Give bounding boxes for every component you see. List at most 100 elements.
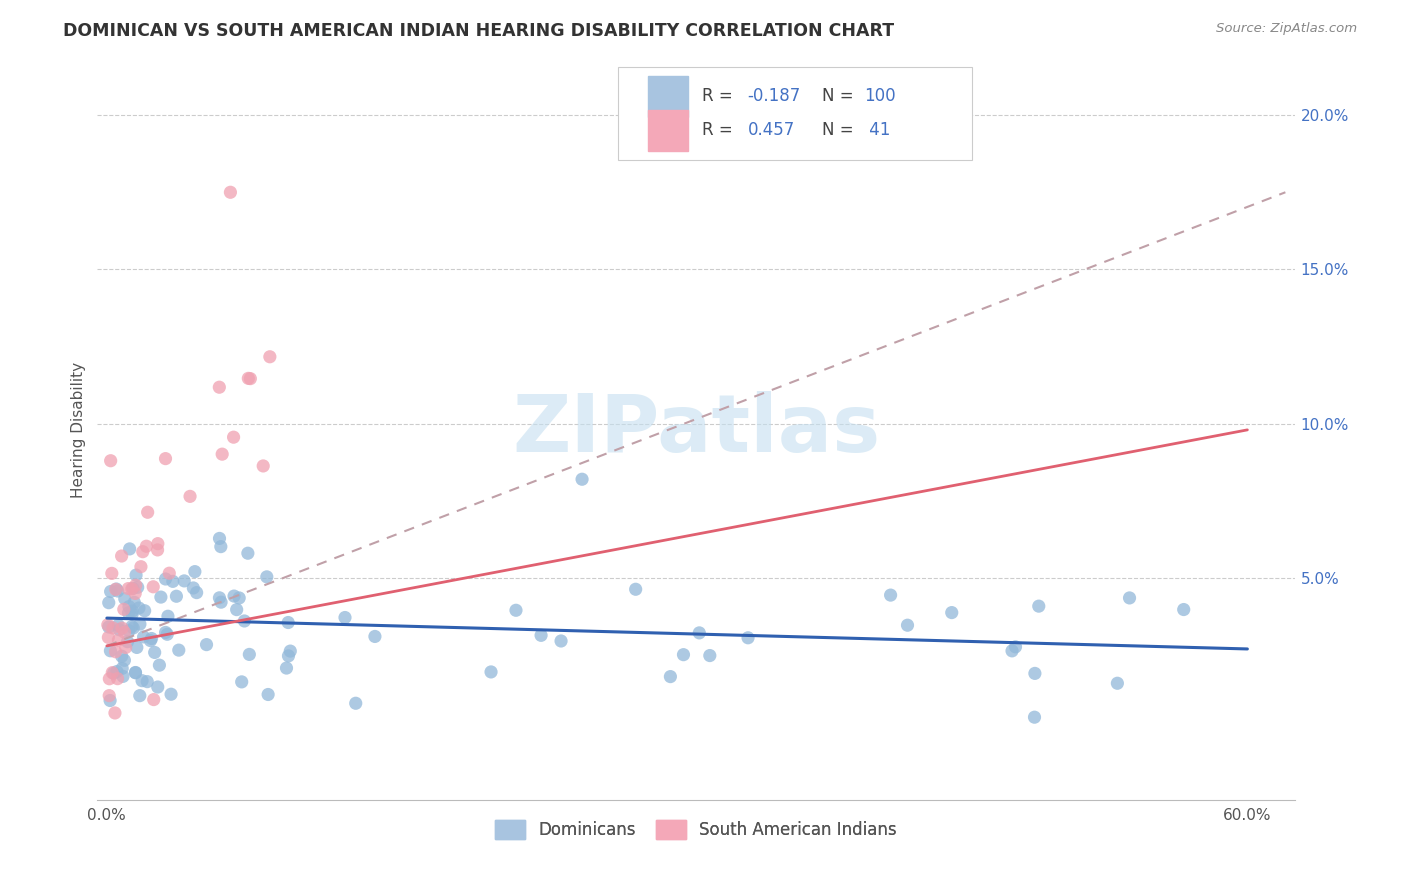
Point xyxy=(149,590,172,604)
Point xyxy=(1028,599,1050,614)
Point xyxy=(118,624,141,638)
Point xyxy=(276,661,298,675)
Point xyxy=(97,620,120,634)
Point xyxy=(155,451,177,466)
Point xyxy=(100,584,122,599)
Point xyxy=(1024,666,1046,681)
Point xyxy=(100,454,122,468)
Point xyxy=(146,680,169,694)
Text: -0.187: -0.187 xyxy=(748,87,801,105)
Point xyxy=(236,546,259,560)
Point xyxy=(941,606,963,620)
Point xyxy=(672,648,695,662)
Point xyxy=(479,665,502,679)
Point xyxy=(550,634,572,648)
Point xyxy=(278,644,301,658)
Point xyxy=(228,591,250,605)
Point xyxy=(104,582,127,597)
Point xyxy=(277,615,299,630)
Point xyxy=(160,687,183,701)
Point xyxy=(129,559,152,574)
Point xyxy=(179,489,201,503)
Point xyxy=(344,696,367,710)
Point xyxy=(124,595,146,609)
Point xyxy=(139,633,162,648)
Point xyxy=(132,544,155,558)
Point xyxy=(124,586,146,600)
Point xyxy=(239,371,262,385)
Point xyxy=(107,618,129,632)
Point xyxy=(127,580,149,594)
Point xyxy=(135,539,157,553)
Point xyxy=(156,609,179,624)
Point xyxy=(183,581,205,595)
Point xyxy=(97,596,120,610)
Point xyxy=(165,589,187,603)
Point xyxy=(624,582,647,597)
Point xyxy=(105,582,128,596)
Point xyxy=(146,542,169,557)
Point xyxy=(114,640,136,655)
Point xyxy=(1004,640,1026,654)
Point xyxy=(112,602,135,616)
Point xyxy=(256,570,278,584)
Point xyxy=(107,672,129,686)
Text: ZIPatlas: ZIPatlas xyxy=(512,391,880,469)
Y-axis label: Hearing Disability: Hearing Disability xyxy=(72,362,86,498)
Point xyxy=(184,565,207,579)
Point xyxy=(132,630,155,644)
Point xyxy=(111,649,134,664)
Point xyxy=(737,631,759,645)
Point xyxy=(238,371,260,385)
Point xyxy=(259,350,281,364)
Point xyxy=(101,566,124,581)
Point xyxy=(134,604,156,618)
Point xyxy=(128,689,150,703)
Point xyxy=(1107,676,1129,690)
Point xyxy=(277,648,299,663)
Point xyxy=(333,610,356,624)
Point xyxy=(111,661,134,675)
Point xyxy=(104,645,127,659)
Point xyxy=(219,186,242,200)
Point xyxy=(222,430,245,444)
Point xyxy=(148,658,170,673)
Point xyxy=(125,640,148,655)
Point xyxy=(98,672,121,686)
Point xyxy=(209,540,232,554)
Point xyxy=(136,674,159,689)
Point xyxy=(131,673,153,688)
Text: R =: R = xyxy=(702,87,738,105)
Point xyxy=(252,458,274,473)
Point xyxy=(122,582,145,596)
Point xyxy=(125,568,148,582)
Point xyxy=(208,380,231,394)
Point xyxy=(107,584,129,599)
Point xyxy=(108,623,131,637)
Point xyxy=(101,621,124,635)
Point xyxy=(142,692,165,706)
Point xyxy=(211,447,233,461)
Point xyxy=(162,574,184,589)
Point xyxy=(571,472,593,486)
Point xyxy=(117,582,139,596)
Point xyxy=(118,541,141,556)
Point xyxy=(98,689,121,703)
Point xyxy=(208,591,231,605)
Point xyxy=(121,607,143,621)
Point xyxy=(128,601,150,615)
Point xyxy=(186,585,208,599)
Point xyxy=(238,648,260,662)
Point xyxy=(124,665,146,680)
Point xyxy=(364,630,387,644)
FancyBboxPatch shape xyxy=(648,76,688,117)
Point xyxy=(122,621,145,635)
Point xyxy=(101,665,124,680)
Point xyxy=(112,653,135,667)
Legend: Dominicans, South American Indians: Dominicans, South American Indians xyxy=(486,812,905,847)
Point xyxy=(530,628,553,642)
Point xyxy=(155,572,177,586)
Point xyxy=(107,633,129,648)
Point xyxy=(114,625,136,640)
Point xyxy=(222,589,245,603)
